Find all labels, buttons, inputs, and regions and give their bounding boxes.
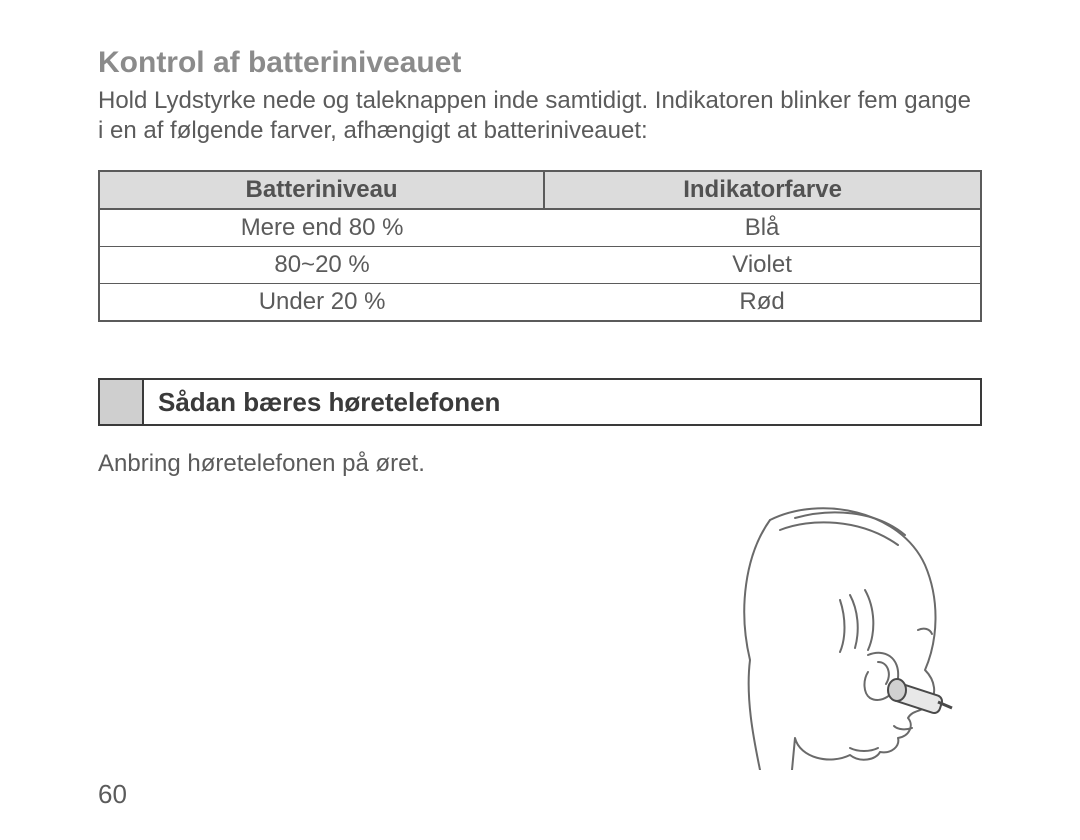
cell-level: 80~20 %	[99, 247, 544, 284]
intro-paragraph: Hold Lydstyrke nede og taleknappen inde …	[98, 86, 982, 146]
header-indicator-color: Indikatorfarve	[544, 171, 981, 209]
battery-level-table: Batteriniveau Indikatorfarve Mere end 80…	[98, 170, 982, 322]
cell-level: Mere end 80 %	[99, 209, 544, 247]
table-row: 80~20 % Violet	[99, 247, 981, 284]
table-row: Under 20 % Rød	[99, 284, 981, 322]
cell-color: Violet	[544, 247, 981, 284]
header-battery-level: Batteriniveau	[99, 171, 544, 209]
table-header-row: Batteriniveau Indikatorfarve	[99, 171, 981, 209]
cell-level: Under 20 %	[99, 284, 544, 322]
section-tab-decor	[100, 380, 144, 424]
page-number: 60	[98, 779, 127, 810]
manual-page: Kontrol af batteriniveauet Hold Lydstyrk…	[0, 0, 1080, 840]
section-title-bar: Sådan bæres høretelefonen	[98, 378, 982, 426]
section-heading: Kontrol af batteriniveauet	[98, 46, 982, 80]
section-title: Sådan bæres høretelefonen	[144, 380, 500, 424]
wearing-instruction: Anbring høretelefonen på øret.	[98, 450, 982, 478]
cell-color: Blå	[544, 209, 981, 247]
table-row: Mere end 80 % Blå	[99, 209, 981, 247]
ear-wearing-illustration	[700, 500, 970, 770]
cell-color: Rød	[544, 284, 981, 322]
